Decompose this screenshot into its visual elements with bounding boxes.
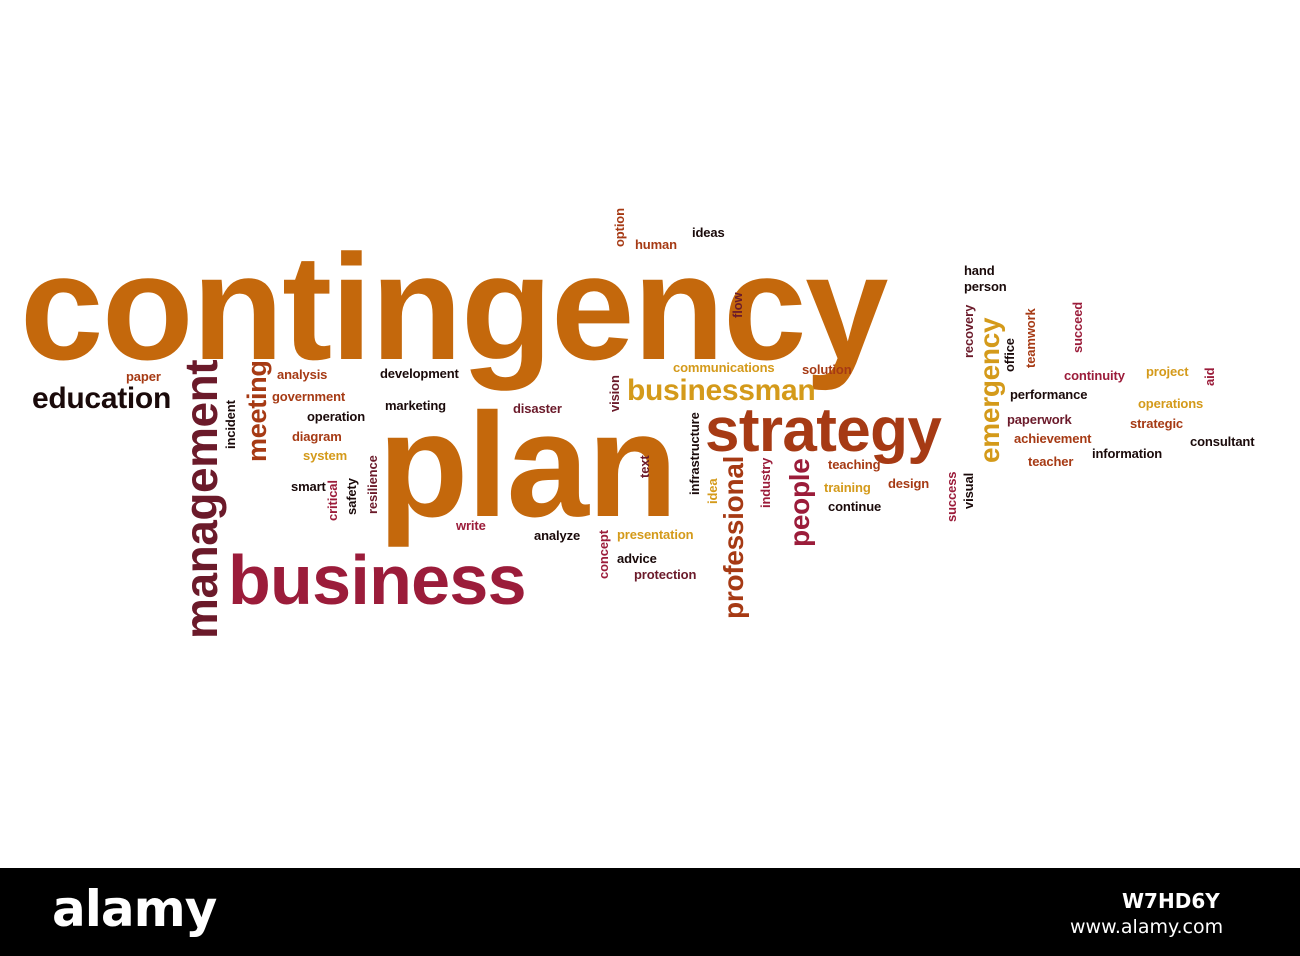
- cloud-word-operations: operations: [1138, 396, 1204, 411]
- cloud-word-recovery: recovery: [961, 305, 976, 359]
- cloud-word-analyze: analyze: [534, 528, 581, 543]
- cloud-word-option: option: [612, 208, 627, 247]
- alamy-logo: alamy: [52, 880, 217, 938]
- cloud-word-communications: communications: [673, 360, 775, 375]
- cloud-word-flow: flow: [730, 293, 745, 319]
- cloud-word-marketing: marketing: [385, 398, 446, 413]
- cloud-word-contingency: contingency: [20, 223, 888, 391]
- cloud-word-teacher: teacher: [1028, 454, 1074, 469]
- cloud-word-system: system: [303, 448, 348, 463]
- cloud-word-idea: idea: [705, 478, 720, 504]
- cloud-word-management: management: [175, 360, 227, 640]
- cloud-word-infrastructure: infrastructure: [687, 412, 702, 495]
- cloud-word-teaching: teaching: [828, 457, 881, 472]
- cloud-word-solution: solution: [802, 362, 852, 377]
- cloud-word-aid: aid: [1202, 368, 1217, 387]
- cloud-word-human: human: [635, 237, 677, 252]
- cloud-word-training: training: [824, 480, 871, 495]
- cloud-word-operation: operation: [307, 409, 366, 424]
- cloud-word-protection: protection: [634, 567, 697, 582]
- cloud-word-design: design: [888, 476, 930, 491]
- stock-image-id: W7HD6Y: [1122, 889, 1220, 913]
- cloud-word-presentation: presentation: [617, 527, 694, 542]
- word-cloud: contingency plan strategy business managemen…: [20, 208, 1255, 640]
- cloud-word-strategic: strategic: [1130, 416, 1184, 431]
- cloud-word-critical: critical: [325, 480, 340, 521]
- cloud-word-emergency: emergency: [974, 318, 1005, 464]
- cloud-word-consultant: consultant: [1190, 434, 1255, 449]
- cloud-word-ideas: ideas: [692, 225, 725, 240]
- cloud-word-resilience: resilience: [365, 455, 380, 514]
- cloud-word-safety: safety: [344, 478, 359, 515]
- cloud-word-text: text: [637, 455, 652, 478]
- cloud-word-development: development: [380, 366, 459, 381]
- cloud-word-advice: advice: [617, 551, 657, 566]
- cloud-word-smart: smart: [291, 479, 326, 494]
- cloud-word-analysis: analysis: [277, 367, 328, 382]
- cloud-word-incident: incident: [223, 400, 238, 449]
- alamy-footer-bar: alamy W7HD6Y www.alamy.com: [0, 868, 1300, 956]
- cloud-word-paperwork: paperwork: [1007, 412, 1072, 427]
- cloud-word-continue: continue: [828, 499, 882, 514]
- cloud-word-performance: performance: [1010, 387, 1088, 402]
- cloud-word-education: education: [32, 382, 171, 415]
- cloud-word-hand: hand: [964, 263, 995, 278]
- cloud-word-succeed: succeed: [1070, 302, 1085, 354]
- cloud-word-achievement: achievement: [1014, 431, 1092, 446]
- cloud-word-teamwork: teamwork: [1023, 308, 1038, 368]
- cloud-word-information: information: [1092, 446, 1163, 461]
- cloud-word-strategy: strategy: [705, 396, 942, 465]
- cloud-word-vision: vision: [607, 375, 622, 412]
- cloud-word-disaster: disaster: [513, 401, 562, 416]
- cloud-word-paper: paper: [126, 369, 161, 384]
- cloud-word-diagram: diagram: [292, 429, 342, 444]
- cloud-word-meeting: meeting: [242, 360, 272, 462]
- alamy-url: www.alamy.com: [1070, 916, 1224, 938]
- cloud-word-visual: visual: [961, 473, 976, 510]
- cloud-word-write: write: [456, 518, 486, 533]
- cloud-word-success: success: [944, 472, 959, 523]
- cloud-word-project: project: [1146, 364, 1189, 379]
- cloud-word-concept: concept: [596, 530, 611, 579]
- cloud-word-person: person: [964, 279, 1007, 294]
- cloud-word-continuity: continuity: [1064, 368, 1125, 383]
- cloud-word-office: office: [1002, 338, 1017, 372]
- cloud-word-industry: industry: [758, 458, 773, 509]
- cloud-word-professional: professional: [718, 456, 749, 620]
- cloud-word-government: government: [272, 389, 346, 404]
- cloud-word-businessman: businessman: [627, 374, 816, 407]
- cloud-word-plan: plan: [378, 383, 678, 548]
- cloud-word-people: people: [784, 458, 815, 547]
- cloud-word-business: business: [228, 541, 527, 619]
